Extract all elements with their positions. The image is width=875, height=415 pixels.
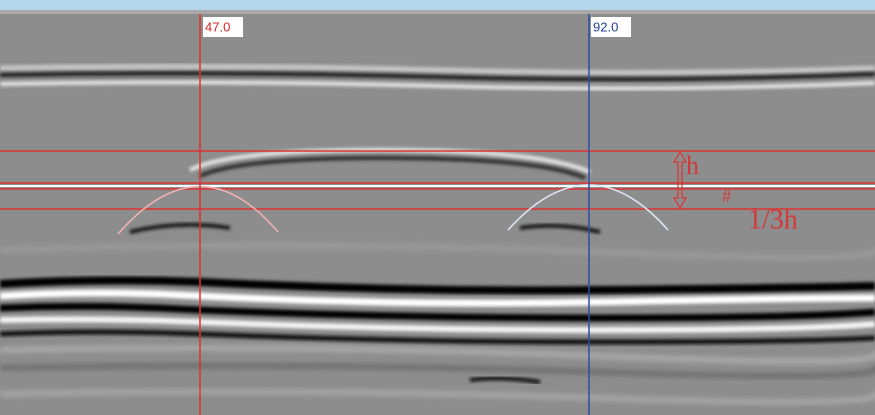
background [0,0,875,415]
cursor-label: 92.0 [593,19,618,34]
fraction-label: 1/3h [748,204,798,235]
cursor-label: 47.0 [205,19,230,34]
radargram-view: 47.0 92.0 h # 1/3h [0,0,875,415]
title-strip [0,0,875,10]
header-edge [0,10,875,14]
mark-label: # [722,186,731,206]
height-label: h [686,151,699,180]
